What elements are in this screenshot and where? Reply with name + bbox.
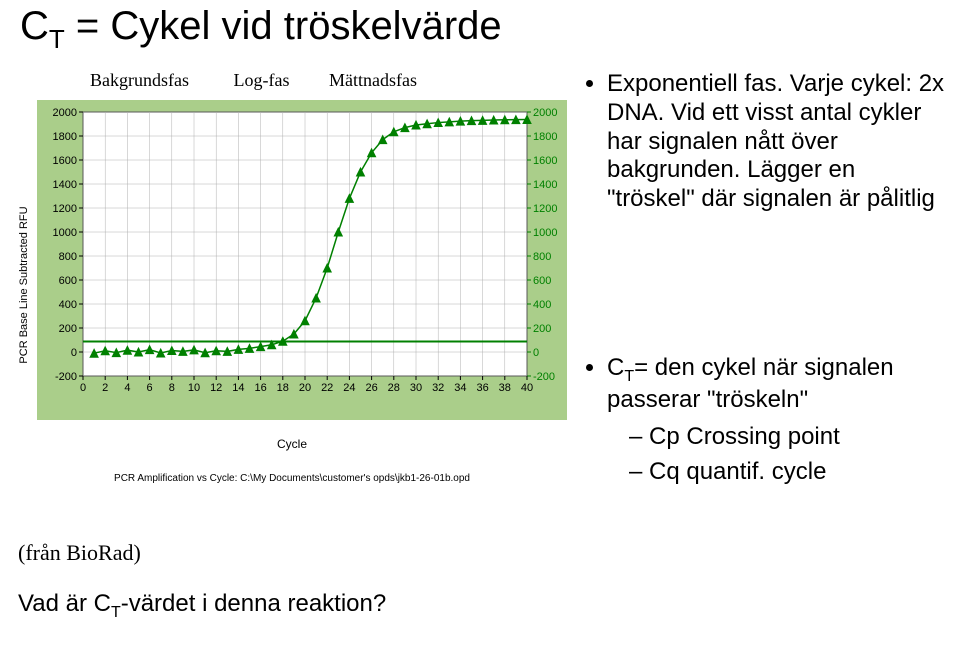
svg-text:-200: -200	[533, 371, 555, 383]
svg-text:22: 22	[321, 382, 333, 394]
svg-text:12: 12	[210, 382, 222, 394]
svg-text:1000: 1000	[533, 227, 557, 239]
svg-text:200: 200	[59, 323, 77, 335]
svg-text:1600: 1600	[533, 155, 557, 167]
svg-text:200: 200	[533, 323, 551, 335]
title-pre: C	[20, 4, 49, 48]
svg-text:1200: 1200	[533, 203, 557, 215]
page-title: CT = Cykel vid tröskelvärde	[20, 4, 502, 55]
svg-text:6: 6	[147, 382, 153, 394]
svg-text:10: 10	[188, 382, 200, 394]
svg-text:1400: 1400	[533, 179, 557, 191]
svg-text:0: 0	[71, 347, 77, 359]
svg-text:600: 600	[533, 275, 551, 287]
title-post: = Cykel vid tröskelvärde	[76, 4, 502, 48]
svg-text:2000: 2000	[533, 107, 557, 119]
svg-text:1000: 1000	[53, 227, 77, 239]
amplification-chart: -200020040060080010001200140016001800200…	[37, 100, 567, 420]
q-sub: T	[111, 604, 121, 621]
q-pre: Vad är C	[18, 590, 111, 617]
svg-text:18: 18	[277, 382, 289, 394]
x-axis-label: Cycle	[12, 437, 572, 451]
svg-text:1200: 1200	[53, 203, 77, 215]
svg-text:800: 800	[59, 251, 77, 263]
svg-text:4: 4	[124, 382, 130, 394]
bullet-1: Exponentiell fas. Varje cykel: 2x DNA. V…	[607, 70, 945, 214]
svg-text:1800: 1800	[53, 131, 77, 143]
svg-text:38: 38	[499, 382, 511, 394]
svg-text:30: 30	[410, 382, 422, 394]
svg-text:14: 14	[232, 382, 244, 394]
svg-text:26: 26	[365, 382, 377, 394]
svg-text:-200: -200	[55, 371, 77, 383]
phase-bg: Bakgrundsfas	[90, 70, 189, 91]
b2-sub: T	[624, 368, 634, 385]
svg-text:1600: 1600	[53, 155, 77, 167]
svg-text:36: 36	[476, 382, 488, 394]
phase-labels: Bakgrundsfas Log-fas Mättnadsfas	[60, 70, 560, 91]
svg-text:600: 600	[59, 275, 77, 287]
svg-text:1800: 1800	[533, 131, 557, 143]
svg-text:1400: 1400	[53, 179, 77, 191]
question-line: Vad är CT-värdet i denna reaktion?	[18, 590, 386, 622]
b2-post: = den cykel när signalen passerar "trösk…	[607, 354, 894, 413]
q-post: -värdet i denna reaktion?	[121, 590, 387, 617]
svg-text:28: 28	[388, 382, 400, 394]
svg-text:34: 34	[454, 382, 466, 394]
svg-text:2000: 2000	[53, 107, 77, 119]
sub-cp: Cp Crossing point	[629, 423, 945, 452]
svg-text:0: 0	[80, 382, 86, 394]
svg-text:800: 800	[533, 251, 551, 263]
sub-cq: Cq quantif. cycle	[629, 458, 945, 487]
chart-caption: PCR Amplification vs Cycle: C:\My Docume…	[12, 473, 572, 484]
svg-text:8: 8	[169, 382, 175, 394]
svg-text:400: 400	[59, 299, 77, 311]
phase-log: Log-fas	[233, 70, 289, 91]
svg-text:40: 40	[521, 382, 533, 394]
y-axis-label: PCR Base Line Subtracted RFU	[18, 185, 30, 385]
b2-pre: C	[607, 354, 624, 381]
svg-text:2: 2	[102, 382, 108, 394]
svg-text:20: 20	[299, 382, 311, 394]
svg-text:32: 32	[432, 382, 444, 394]
svg-text:400: 400	[533, 299, 551, 311]
svg-text:0: 0	[533, 347, 539, 359]
bullets: Exponentiell fas. Varje cykel: 2x DNA. V…	[585, 70, 945, 492]
svg-text:16: 16	[254, 382, 266, 394]
svg-text:24: 24	[343, 382, 355, 394]
title-sub: T	[49, 24, 65, 54]
bullet-2: CT= den cykel när signalen passerar "trö…	[607, 354, 945, 486]
phase-sat: Mättnadsfas	[329, 70, 417, 91]
credit-line: (från BioRad)	[18, 540, 141, 566]
